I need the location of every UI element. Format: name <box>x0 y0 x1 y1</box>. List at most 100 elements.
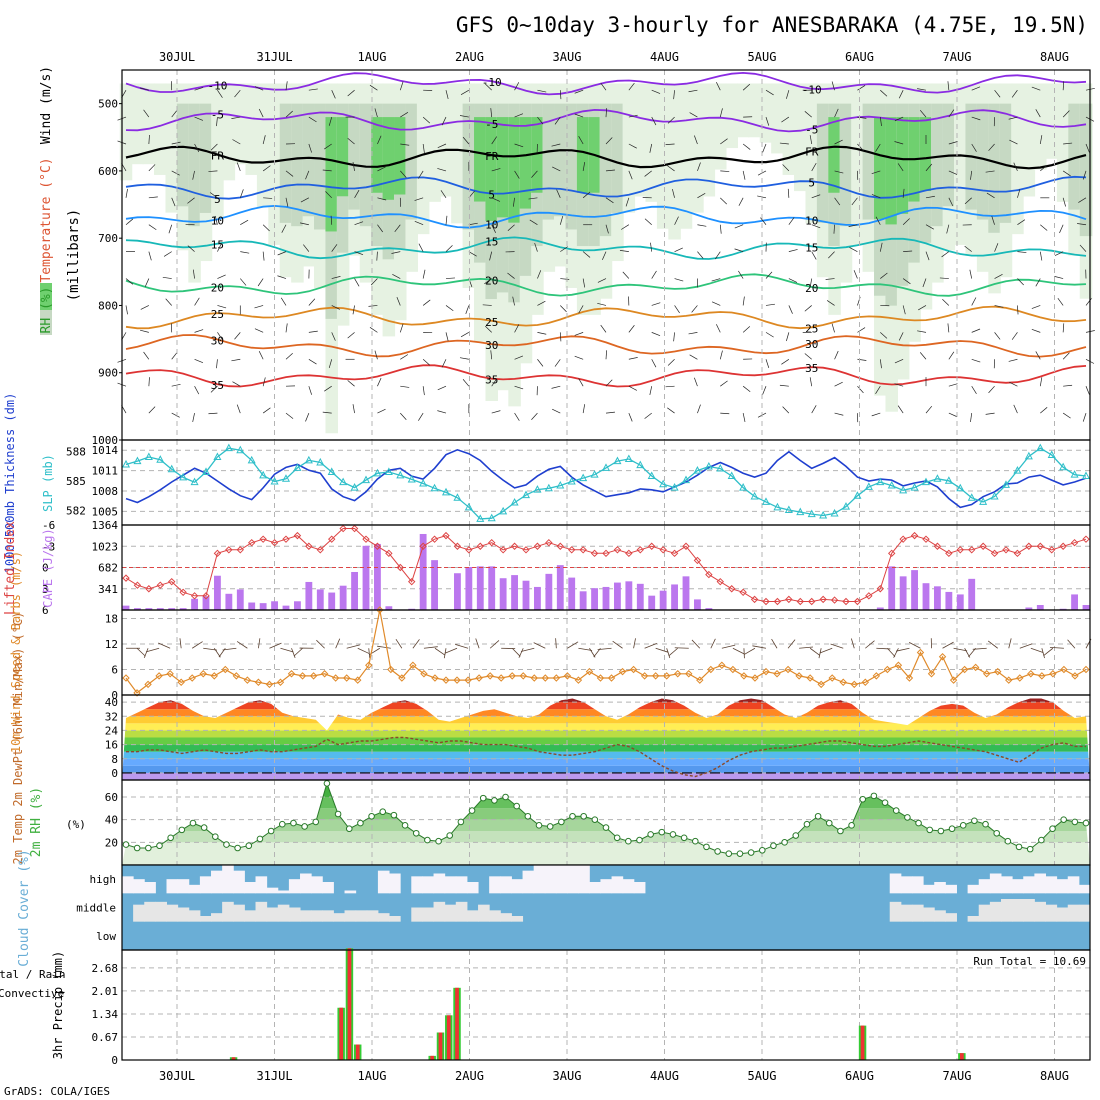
wind-barb <box>948 170 958 175</box>
rh-shade-light <box>656 83 670 229</box>
isotherm-label: 25 <box>485 316 498 329</box>
rh-shade-light <box>154 83 167 175</box>
rh-shade-light <box>794 83 807 192</box>
cloud-cell <box>978 879 991 894</box>
wind-barb <box>651 302 661 306</box>
wind-speed-marker <box>729 665 737 674</box>
wind-barb <box>537 332 547 335</box>
rh2m-marker <box>1004 837 1012 845</box>
cloud-cell <box>900 876 913 894</box>
cloud-cell <box>144 882 156 894</box>
wind-speed-marker <box>398 674 406 682</box>
rh-shade-green <box>531 117 544 193</box>
precip-panel: 0 0.67 1.34 2.01 2.68 3hr Precip (mm)Total / … <box>0 948 1091 1067</box>
wind-barb <box>335 638 341 649</box>
date-label-bottom: 3AUG <box>553 1069 582 1083</box>
cloud-cell <box>934 882 946 894</box>
wind-barb <box>1041 648 1045 659</box>
rh-band <box>122 797 1090 809</box>
rh2m-marker <box>379 808 387 816</box>
slp-marker <box>601 463 611 471</box>
rh-shade-light <box>691 83 704 213</box>
slp-marker <box>750 491 759 500</box>
cloud-cell <box>934 910 946 922</box>
wind-barb <box>441 359 447 368</box>
top-date-axis: 30JUL 31JUL 1AUG 2AUG 3AUG 4AUG 5AUG 6AUG 7AUG 8A… <box>159 50 1069 64</box>
slp-marker <box>327 467 336 475</box>
cape-bar <box>248 602 256 610</box>
cloud-cell <box>889 873 902 894</box>
wind-barb <box>303 244 310 252</box>
rh-shade-green <box>576 117 590 193</box>
cloud-level-label: middle <box>76 902 116 915</box>
cloud-cell <box>211 913 223 922</box>
wind-barb <box>1039 135 1043 145</box>
rh2m-marker <box>591 816 599 823</box>
wind-barb <box>514 143 524 148</box>
wind-barb <box>352 305 355 315</box>
wind-barb <box>578 136 584 145</box>
slp-marker <box>784 505 793 514</box>
wind-barb <box>1039 251 1043 261</box>
wind-barb <box>440 190 447 199</box>
wind-barb <box>192 269 195 279</box>
rh-shade-light <box>256 83 270 208</box>
wind-barb <box>811 251 817 260</box>
wind-barb <box>377 166 386 172</box>
wind-barb <box>400 385 410 388</box>
wind-barb <box>514 82 520 91</box>
wind-barb <box>605 137 613 145</box>
wind-barb <box>554 116 561 125</box>
rh-shade-green <box>325 117 338 232</box>
slp-marker <box>670 483 679 491</box>
temp-tick-label: 16 <box>105 739 118 752</box>
slp-marker <box>1001 480 1011 488</box>
pressure-tick-label: 800 <box>98 299 118 312</box>
wind-barb <box>217 332 223 341</box>
precip-axis-label: 3hr Precip (mm) <box>51 951 65 1059</box>
wind-barb <box>511 647 521 657</box>
isotherm-label: 30 <box>211 334 224 347</box>
wind-barb <box>787 639 796 649</box>
rh2m-marker <box>345 825 353 833</box>
rh2m-marker <box>714 848 721 855</box>
wind-barb <box>985 170 995 173</box>
wind-barb <box>788 217 795 225</box>
wind-barb <box>742 385 751 392</box>
lifted-index-marker <box>602 549 610 558</box>
wind-barb <box>400 412 407 421</box>
cape-bar <box>419 533 427 610</box>
wind-barb <box>537 359 544 367</box>
wind-barb <box>143 109 150 118</box>
wind-barb <box>357 647 370 655</box>
wind-speed-marker <box>1071 672 1079 680</box>
date-label-bottom: 30JUL <box>159 1069 195 1083</box>
lifted-index-marker <box>556 542 564 550</box>
slp-marker <box>259 470 268 479</box>
lifted-index-marker <box>922 535 930 543</box>
wind-speed-marker <box>916 648 925 657</box>
rh2m-marker <box>145 844 152 852</box>
rh2m-marker <box>357 819 364 827</box>
rh2m-marker <box>814 812 822 820</box>
rh-shade-mid <box>1068 103 1081 210</box>
cloud-cell <box>1023 876 1035 894</box>
wind-barb <box>209 192 218 199</box>
wind-barb <box>300 197 310 203</box>
cape-bar <box>1036 605 1044 610</box>
wind-barb <box>552 166 561 172</box>
lifted-index-marker <box>590 549 599 558</box>
wind-barb <box>331 305 340 310</box>
rh-tick-label: 60 <box>105 791 118 804</box>
wind-barb <box>171 383 181 387</box>
wind-barb <box>628 114 638 118</box>
wind-barb <box>257 278 264 287</box>
rh-shade-light <box>439 83 453 197</box>
wind-barb <box>711 301 721 306</box>
lifted-index-marker <box>430 535 439 543</box>
slp-marker <box>567 476 576 485</box>
wind-speed-marker <box>971 663 980 672</box>
wind-barb <box>262 224 270 232</box>
thickness-tick-label: 588 <box>66 446 86 459</box>
wind-speed-marker <box>199 670 207 678</box>
